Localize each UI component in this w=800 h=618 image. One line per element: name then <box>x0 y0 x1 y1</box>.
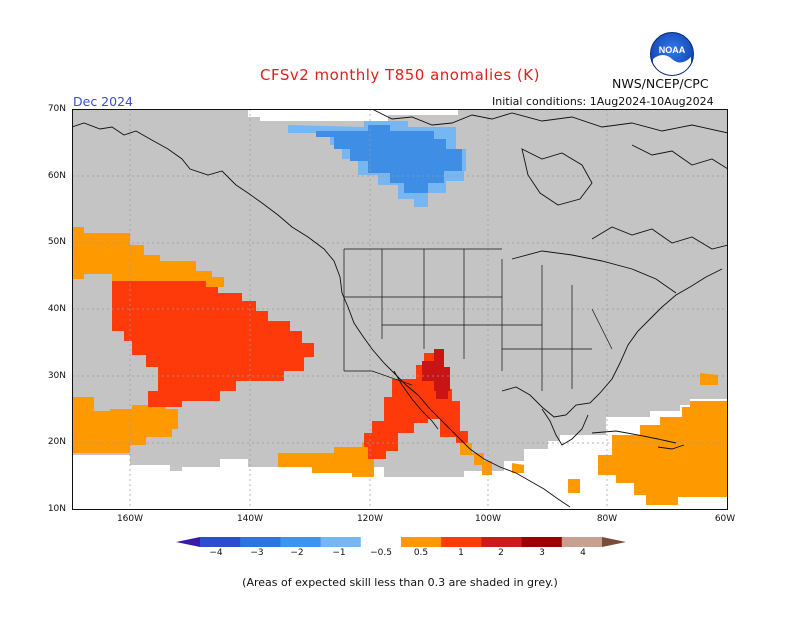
state-borders <box>343 248 613 391</box>
lon-label-160w: 160W <box>116 514 144 524</box>
colorbar-label: 1 <box>458 548 464 558</box>
colorbar-cell <box>320 537 362 547</box>
lat-label-40n: 40N <box>47 304 66 314</box>
map-frame <box>72 109 728 510</box>
anomaly-map <box>72 109 728 510</box>
anomaly-area-mexico-coast-orange <box>460 443 492 475</box>
lon-label-140w: 140W <box>236 514 264 524</box>
colorbar <box>176 537 626 547</box>
graticule <box>72 109 728 510</box>
footnote: (Areas of expected skill less than 0.3 a… <box>242 576 558 589</box>
anomaly-area-ne-pacific-orange <box>72 227 224 287</box>
lat-label-30n: 30N <box>47 371 66 381</box>
colorbar-label: 0.5 <box>413 548 429 558</box>
colorbar-label: −2 <box>290 548 304 558</box>
lon-label-60w: 60W <box>714 514 736 524</box>
colorbar-cell <box>280 537 322 547</box>
colorbar-cell <box>401 537 442 547</box>
anomaly-area-caribbean-orange <box>598 401 728 505</box>
anomaly-area-baja-orange <box>278 443 384 477</box>
colorbar-cell <box>521 537 563 547</box>
lat-label-20n: 20N <box>47 437 66 447</box>
colorbar-cell <box>561 537 603 547</box>
noaa-logo-text: NOAA <box>658 45 686 55</box>
colorbar-label: 3 <box>539 548 545 558</box>
initial-conditions: Initial conditions: 1Aug2024-10Aug2024 <box>492 95 714 108</box>
anomaly-area-hawaii-orange <box>72 397 178 453</box>
colorbar-arrow-high <box>602 537 626 547</box>
colorbar-arrow-low <box>176 537 200 547</box>
anomaly-area-yucatan-orange <box>700 373 718 385</box>
anomaly-area-central-america-orange <box>512 463 580 493</box>
map-title: CFSv2 monthly T850 anomalies (K) <box>260 66 540 84</box>
lon-label-120w: 120W <box>356 514 384 524</box>
agency-label: NWS/NCEP/CPC <box>612 76 709 91</box>
colorbar-label: −1 <box>332 548 346 558</box>
noaa-seagull-icon <box>653 55 691 75</box>
colorbar-label: −0.5 <box>370 548 392 558</box>
lat-label-10n: 10N <box>47 504 66 514</box>
anomaly-area-baja-gulf-dark-red <box>436 379 448 399</box>
lon-label-100w: 100W <box>474 514 502 524</box>
colorbar-label: 2 <box>498 548 504 558</box>
lat-label-70n: 70N <box>47 104 66 114</box>
colorbar-cell <box>441 537 482 547</box>
colorbar-cell <box>360 537 402 547</box>
colorbar-cell <box>200 537 241 547</box>
valid-month: Dec 2024 <box>73 94 133 109</box>
anomaly-area-arctic-blue-dark <box>316 125 462 193</box>
colorbar-cell <box>481 537 523 547</box>
coastlines <box>72 109 728 508</box>
colorbar-label: −4 <box>209 548 223 558</box>
lat-label-50n: 50N <box>47 237 66 247</box>
colorbar-label: −3 <box>250 548 264 558</box>
colorbar-cell <box>240 537 281 547</box>
lon-label-80w: 80W <box>596 514 618 524</box>
anomaly-area-pacific-red <box>112 281 314 407</box>
noaa-logo: NOAA <box>650 32 694 76</box>
colorbar-label: 4 <box>580 548 586 558</box>
anomaly-area-southwest-dark-red <box>422 349 450 391</box>
lat-label-60n: 60N <box>47 171 66 181</box>
